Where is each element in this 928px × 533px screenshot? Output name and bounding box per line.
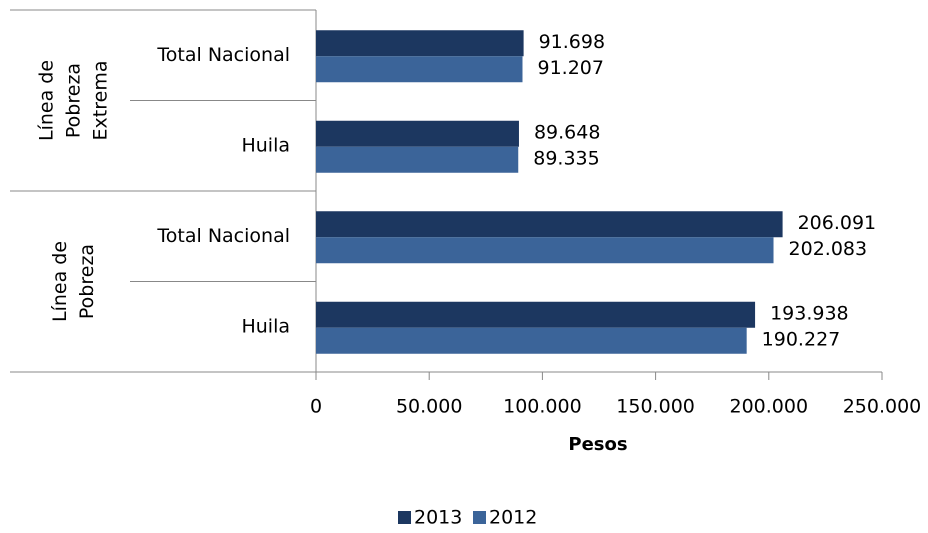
- x-tick-label: 250.000: [843, 396, 922, 418]
- bar: [316, 327, 747, 354]
- y-tick-label: Huila: [241, 315, 290, 337]
- bar: [316, 120, 519, 147]
- legend-label: 2013: [414, 507, 462, 529]
- group-label: Pobreza: [63, 63, 85, 138]
- group-label: Pobreza: [76, 244, 98, 319]
- x-tick-label: 50.000: [396, 396, 462, 418]
- legend-swatch: [398, 511, 411, 524]
- value-label: 89.335: [533, 147, 599, 169]
- x-tick-label: 150.000: [616, 396, 695, 418]
- value-label: 91.207: [537, 57, 603, 79]
- group-label: Línea de: [36, 60, 58, 141]
- legend-swatch: [473, 511, 486, 524]
- x-tick-label: 0: [310, 396, 322, 418]
- y-tick-label: Huila: [241, 134, 290, 156]
- value-label: 206.091: [798, 212, 877, 234]
- x-tick-label: 100.000: [503, 396, 582, 418]
- y-tick-label: Total Nacional: [156, 44, 290, 66]
- value-label: 202.083: [789, 238, 868, 260]
- bar: [316, 146, 519, 173]
- legend-label: 2012: [489, 507, 537, 529]
- value-label: 193.938: [770, 302, 849, 324]
- value-label: 89.648: [534, 121, 600, 143]
- x-axis-label: Pesos: [568, 434, 627, 455]
- group-label: Línea de: [49, 241, 71, 322]
- group-label: Extrema: [90, 61, 112, 141]
- y-tick-label: Total Nacional: [156, 225, 290, 247]
- value-label: 190.227: [762, 328, 841, 350]
- bar: [316, 30, 524, 57]
- bar: [316, 237, 774, 264]
- bar: [316, 211, 783, 238]
- value-label: 91.698: [539, 31, 605, 53]
- x-tick-label: 200.000: [730, 396, 809, 418]
- bar: [316, 301, 756, 328]
- bar: [316, 56, 523, 83]
